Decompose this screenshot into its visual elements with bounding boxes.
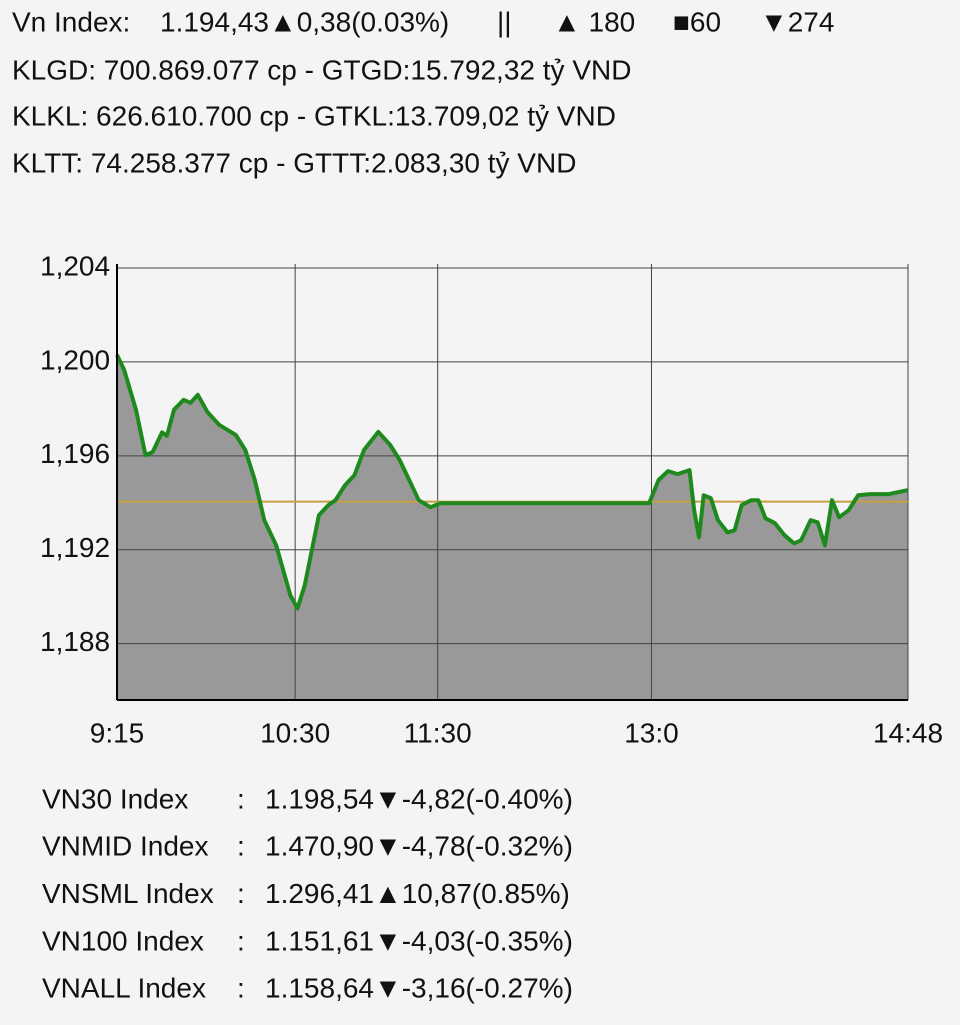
- index-value: 1.470,90▼-4,78(-0.32%): [265, 831, 573, 862]
- index-name: VN100 Index: [42, 925, 204, 956]
- y-tick-label: 1,200: [40, 344, 110, 375]
- header-line: KLGD: 700.869.077 cp - GTGD:15.792,32 tỷ…: [12, 54, 631, 85]
- index-value: 1.158,64▼-3,16(-0.27%): [265, 973, 573, 1004]
- advances: ▲ 180: [553, 6, 635, 37]
- x-tick-label: 10:30: [260, 717, 330, 748]
- area: [117, 354, 908, 700]
- unchanged: ■60: [673, 6, 721, 37]
- index-separator: :: [237, 878, 245, 909]
- declines: ▼274: [760, 6, 834, 37]
- index-value: 1.296,41▲10,87(0.85%): [265, 878, 570, 909]
- line: [115, 354, 909, 611]
- x-tick-label: 13:0: [624, 717, 679, 748]
- index-value: 1.151,61▼-4,03(-0.35%): [265, 925, 573, 956]
- x-tick-label: 14:48: [873, 717, 943, 748]
- y-tick-label: 1,188: [40, 626, 110, 657]
- index-label: Vn Index:: [12, 6, 130, 37]
- y-tick-label: 1,192: [40, 532, 110, 563]
- x-tick-label: 9:15: [90, 717, 145, 748]
- chart: 1,204 1,200 1,196 1,192 1,188 9:15 10:30 11:30 1…: [40, 250, 943, 748]
- index-separator: :: [237, 783, 245, 814]
- index-value: 1.198,54▼-4,82(-0.40%): [265, 783, 573, 814]
- index-list: VN30 Index:1.198,54▼-4,82(-0.40%)VNMID I…: [42, 783, 573, 1003]
- index-value: 1.194,43▲0,38(0.03%): [160, 6, 449, 37]
- index-name: VNSML Index: [42, 878, 214, 909]
- header-line: KLTT: 74.258.377 cp - GTTT:2.083,30 tỷ V…: [12, 147, 576, 178]
- index-separator: :: [237, 925, 245, 956]
- y-tick-label: 1,204: [40, 250, 110, 281]
- index-separator: :: [237, 831, 245, 862]
- header-line: KLKL: 626.610.700 cp - GTKL:13.709,02 tỷ…: [12, 100, 616, 131]
- index-separator: :: [237, 973, 245, 1004]
- index-name: VN30 Index: [42, 783, 188, 814]
- index-name: VNALL Index: [42, 973, 206, 1004]
- index-name: VNMID Index: [42, 831, 209, 862]
- y-tick-label: 1,196: [40, 438, 110, 469]
- x-tick-label: 11:30: [404, 717, 472, 748]
- separator: ||: [497, 6, 512, 37]
